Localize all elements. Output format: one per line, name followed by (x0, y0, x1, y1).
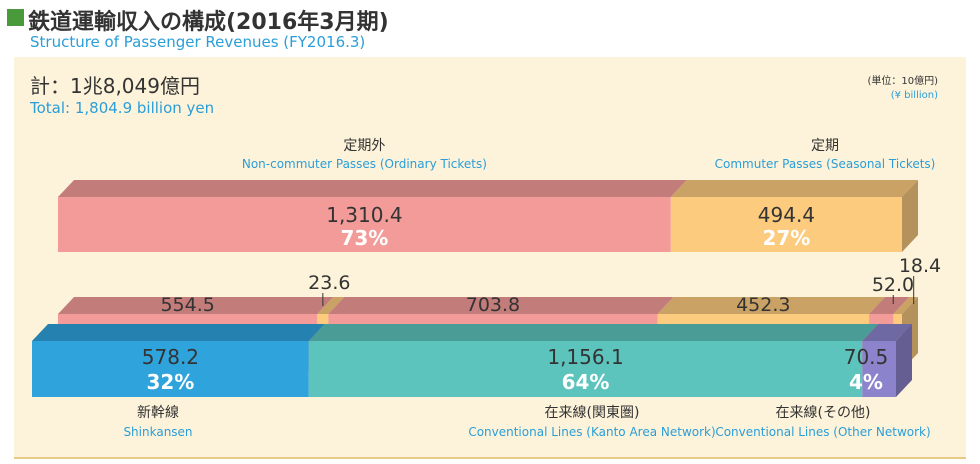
unit-jp: (単位：10億円) (867, 74, 938, 87)
bottom-bar-seg (32, 341, 309, 397)
bottom-bar-seg-top (32, 324, 325, 341)
middle-bar-seg-top (58, 297, 334, 314)
middle-bar-value: 452.3 (736, 294, 790, 316)
bottom-bar-label-jp: 在来線(関東圏) (545, 405, 640, 421)
header-square-icon (7, 9, 24, 26)
bottom-bar-percent: 32% (146, 370, 194, 394)
top-bar-label-en: Commuter Passes (Seasonal Tickets) (715, 157, 936, 171)
top-bar-seg-top (670, 180, 918, 197)
middle-bar-value: 554.5 (160, 294, 214, 316)
top-bar-value: 494.4 (758, 203, 815, 227)
middle-bar-seg-top (657, 297, 886, 314)
unit-en: (¥ billion) (891, 90, 938, 101)
middle-bar-seg-top (317, 297, 345, 314)
bottom-bar-seg-top (862, 324, 912, 341)
bottom-bar-label-en: Shinkansen (123, 425, 192, 439)
bottom-bar-label-en: Conventional Lines (Kanto Area Network) (468, 425, 715, 439)
middle-bar-value: 52.0 (872, 274, 914, 296)
top-bar-seg-side (902, 180, 918, 252)
top-bar-seg (670, 197, 902, 252)
top-bar-seg-top (58, 180, 687, 197)
page-title: 鉄道運輸収入の構成(2016年3月期) (28, 10, 389, 35)
bottom-bar-label-jp: 新幹線 (137, 404, 179, 421)
bottom-bar-percent: 64% (562, 370, 610, 394)
total-jp: 計：1兆8,049億円 (30, 74, 200, 98)
page-subtitle: Structure of Passenger Revenues (FY2016.… (30, 33, 366, 51)
top-bar-label-jp: 定期 (811, 138, 839, 154)
middle-bar-value: 18.4 (899, 255, 941, 277)
top-bar-percent: 27% (762, 226, 810, 250)
top-bar-percent: 73% (340, 226, 388, 250)
middle-bar-seg-top (328, 297, 674, 314)
bottom-bar-value: 578.2 (142, 345, 199, 369)
top-bar-seg (58, 197, 671, 252)
total-en: Total: 1,804.9 billion yen (29, 99, 214, 117)
middle-bar-seg-top (893, 297, 918, 314)
middle-bar-value: 23.6 (308, 272, 350, 294)
bottom-bar-value: 70.5 (844, 345, 889, 369)
top-bar-label-en: Non-commuter Passes (Ordinary Tickets) (242, 157, 487, 171)
top-bar-value: 1,310.4 (326, 203, 402, 227)
bottom-bar-seg (862, 341, 896, 397)
top-bar-label-jp: 定期外 (343, 138, 385, 154)
bottom-bar-percent: 4% (849, 370, 883, 394)
bottom-bar-seg (308, 341, 863, 397)
bottom-bar-value: 1,156.1 (547, 345, 623, 369)
middle-bar-value: 703.8 (466, 294, 520, 316)
middle-bar-seg-top (869, 297, 910, 314)
bottom-bar-seg-top (308, 324, 879, 341)
bottom-bar-label-en: Conventional Lines (Other Network) (715, 425, 930, 439)
bottom-bar-label-jp: 在来線(その他) (776, 405, 871, 421)
bottom-bar-seg-side (896, 324, 912, 397)
